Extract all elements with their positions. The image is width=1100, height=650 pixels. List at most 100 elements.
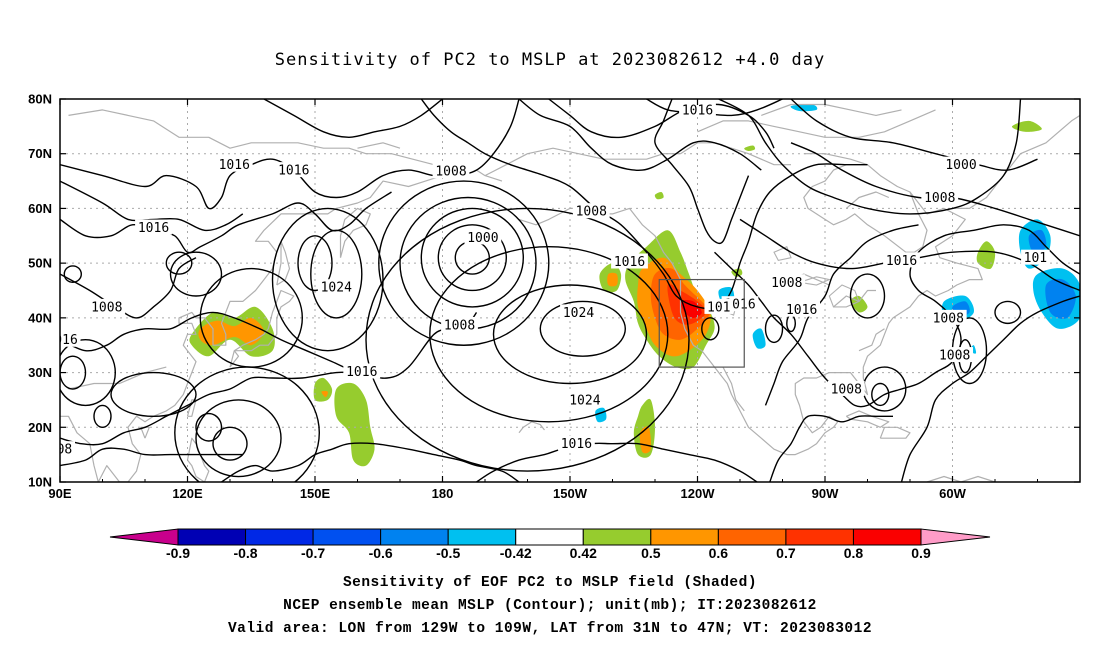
contour-label-bg [572,203,610,219]
closed-isobar-10 [429,245,669,423]
colorbar: -0.9 -0.8 -0.7 -0.6 -0.5 -0.42 0.42 0.5 0.6 0.7 0.… [109,528,991,561]
lat-label: 60N [28,201,52,216]
contour-label: 1024 [321,281,352,296]
contour-label-bg [557,435,595,451]
coastline-1 [97,169,503,482]
colorbar-box [650,528,719,546]
contour-label-bg [921,189,959,205]
lake-3 [773,245,792,262]
contour-label-bg [704,298,734,314]
closed-isobar-22 [764,314,784,344]
coastline-12 [926,475,996,482]
closed-isobar-20 [60,338,117,407]
contour-label-bg [343,363,381,379]
coastline-11 [803,164,928,253]
shade-region-18 [654,191,664,200]
closed-isobar-29 [110,371,197,418]
lon-label: 150W [553,486,588,501]
isobar-22 [654,99,750,245]
colorbar-label: 0.5 [641,545,661,561]
shade-region-8 [639,426,652,454]
shade-region-28 [752,328,766,349]
contour-label: 1016 [614,255,645,270]
closed-isobar-11 [365,207,690,472]
colorbar-label: -0.5 [436,545,460,561]
coastline-20 [845,191,890,209]
contour-label-bg [275,162,313,178]
closed-isobar-26 [849,273,886,319]
shade-region-23 [1045,278,1076,319]
lon-label: 150E [300,486,331,501]
caption-contour: NCEP ensemble mean MSLP (Contour); unit(… [283,598,817,614]
contour-label-bg [88,298,126,314]
contour-label-bg [560,304,597,320]
colorbar-label: 0.8 [844,545,864,561]
contour-label: 1008 [831,382,862,397]
contour-label-bg [929,309,967,325]
coastline-3 [229,289,295,368]
isobar-13 [790,99,1038,171]
contour-label: 1008 [435,165,466,180]
colorbar-label: 0.6 [709,545,729,561]
coastline-4 [276,240,291,286]
colorbar-right-triangle [920,528,991,546]
contour-label: 1008 [91,300,122,315]
coastline-18 [697,109,936,138]
colorbar-label: -0.7 [301,545,325,561]
lon-label: 120E [172,486,203,501]
shade-region-13 [198,317,264,346]
lat-label: 70N [28,146,52,161]
contour-label-bg [566,391,604,407]
shade-region-10 [313,377,333,402]
coastline-15 [952,114,1080,209]
closed-isobar-6 [271,207,384,352]
isobar-4 [60,311,478,379]
coastline-7 [186,437,210,482]
closed-isobar-17 [165,251,193,275]
closed-isobar-21 [63,265,83,284]
colorbar-label: 0.42 [570,545,597,561]
colorbar-left-triangle [109,528,179,546]
contour-label: 1016 [138,221,169,236]
isobar-8 [548,99,775,149]
closed-isobar-31 [994,300,1022,325]
caption-shaded: Sensitivity of EOF PC2 to MSLP field (Sh… [342,575,758,591]
contour-label: 1016 [786,303,817,318]
shade-region-4 [680,300,702,318]
coastline-16 [484,142,791,177]
contour-label-bg [942,156,980,172]
coastline-21 [357,142,401,149]
lon-label: 90E [48,486,71,501]
contour-label-bg [936,347,974,363]
coastline-2 [339,207,371,258]
contour-label: 1024 [569,393,600,408]
contour-label: 1000 [945,158,976,173]
contour-label: 1008 [444,318,475,333]
lat-label: 30N [28,365,52,380]
contour-label-bg [441,316,478,332]
contour-label: 1008 [771,276,802,291]
colorbar-box [177,528,247,546]
colorbar-box [582,528,652,546]
closed-isobar-18 [169,251,223,297]
mslp-contours [60,99,1080,482]
shade-region-11 [321,391,328,398]
colorbar-box [515,528,584,546]
closed-isobar-7 [199,267,304,368]
closed-isobar-27 [871,382,890,407]
closed-isobar-14 [195,399,282,478]
contour-label: 1008 [933,311,964,326]
shade-region-19 [744,145,756,152]
contour-label-bg [432,163,470,179]
contour-label-bg [317,279,355,295]
contour-label: 1016 [561,437,592,452]
closed-isobar-32 [93,404,112,428]
closed-isobar-15 [174,366,321,482]
lake-0 [828,284,860,308]
isobar-19 [764,224,919,406]
closed-isobar-5 [310,229,363,319]
colorbar-box [245,528,314,546]
contour-label-bg [135,219,172,235]
colorbar-box [852,528,922,546]
closed-isobar-3 [399,196,537,330]
